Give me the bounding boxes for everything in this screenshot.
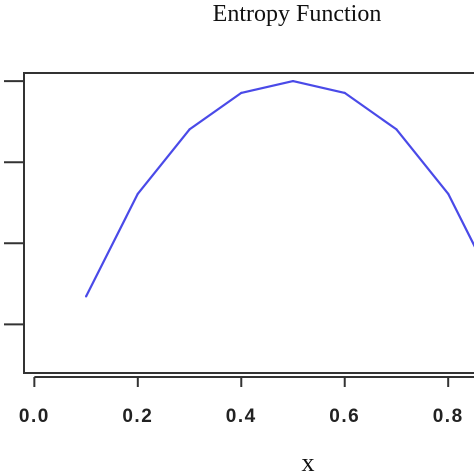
plot-frame	[23, 72, 474, 374]
data-point-5	[343, 91, 346, 94]
data-point-2	[188, 128, 191, 131]
x-axis-label: x	[301, 448, 315, 474]
data-point-4	[291, 80, 295, 83]
x-tick-label-4: 0.8	[433, 406, 464, 427]
data-point-1	[136, 192, 139, 195]
data-point-3	[240, 91, 243, 94]
series-line-0	[85, 79, 474, 297]
x-tick-label-2: 0.4	[226, 406, 257, 427]
data-point-6	[395, 128, 398, 131]
x-tick-label-1: 0.2	[122, 406, 153, 427]
x-tick-label-3: 0.6	[329, 406, 360, 427]
data-point-7	[447, 192, 450, 195]
chart-title: Entropy Function	[212, 1, 382, 27]
data-point-0	[84, 295, 88, 298]
x-tick-label-0: 0.0	[19, 406, 50, 427]
